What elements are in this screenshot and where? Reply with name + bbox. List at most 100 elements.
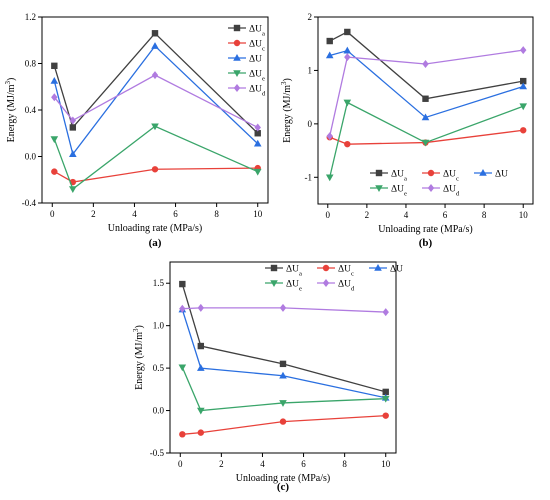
series-line-dUe xyxy=(53,125,258,191)
legend-marker-dU xyxy=(233,54,241,61)
legend-label-dUc: ΔUc xyxy=(249,40,265,53)
series-line-dUe xyxy=(329,101,524,178)
y-tick-label: 2 xyxy=(308,12,313,22)
data-point-dU xyxy=(50,76,59,84)
data-point-dUe xyxy=(343,99,352,107)
legend-label-dUd: ΔUd xyxy=(338,280,355,293)
legend-marker-dUe xyxy=(233,70,241,77)
legend-label-dUe: ΔUe xyxy=(249,70,265,83)
legend: ΔUa ΔUc ΔU ΔUe ΔUd xyxy=(228,25,266,97)
data-point-dUd xyxy=(344,53,351,62)
panel-label: (b) xyxy=(419,237,433,249)
y-tick-label: 1.5 xyxy=(153,278,165,288)
data-point-dU xyxy=(325,51,334,59)
y-tick-label: 1.0 xyxy=(153,321,165,331)
y-tick-label: 0 xyxy=(308,119,313,129)
legend-marker-dU xyxy=(374,264,382,271)
data-point-dUa xyxy=(69,124,77,131)
series-line-dU xyxy=(329,49,524,119)
legend-label-dU: ΔU xyxy=(390,265,403,275)
data-point-dUe xyxy=(151,123,159,131)
x-tick-label: 10 xyxy=(381,459,391,469)
data-point-dUa xyxy=(344,28,351,36)
series-line-dU xyxy=(53,45,259,156)
legend-label-dUa: ΔUa xyxy=(249,25,265,38)
legend-label-dUe: ΔUe xyxy=(391,185,407,198)
legend-label-dUd: ΔUd xyxy=(443,185,460,198)
legend-marker-dUa xyxy=(270,264,278,272)
data-point-dUc xyxy=(51,168,58,175)
data-point-dU xyxy=(197,364,205,371)
data-point-dUc xyxy=(197,429,205,436)
x-tick-label: 8 xyxy=(342,459,347,469)
legend-label-dU: ΔU xyxy=(495,170,508,180)
legend-marker-dUc xyxy=(322,264,330,272)
data-point-dUd xyxy=(279,303,287,312)
data-point-dU xyxy=(253,139,262,147)
x-tick-label: 4 xyxy=(132,209,137,219)
y-tick-label: 0.0 xyxy=(153,406,165,416)
x-tick-label: 4 xyxy=(404,210,409,220)
data-point-dUd xyxy=(179,304,186,313)
data-point-dU xyxy=(69,150,77,157)
y-tick-label: 0.8 xyxy=(25,59,37,69)
data-point-dUe xyxy=(50,136,59,144)
x-tick-label: 4 xyxy=(260,459,265,469)
series-line-dUd xyxy=(329,49,524,137)
legend-marker-dU xyxy=(479,169,487,176)
data-point-dUc xyxy=(179,431,186,438)
data-point-dUd xyxy=(151,71,159,80)
data-point-dUd xyxy=(197,303,205,312)
x-tick-label: 0 xyxy=(178,459,183,469)
data-point-dUc xyxy=(279,418,287,425)
x-tick-label: 8 xyxy=(214,209,219,219)
x-tick-label: 2 xyxy=(365,210,370,220)
legend-label-dUa: ΔUa xyxy=(286,265,302,278)
data-point-dUe xyxy=(69,186,77,194)
data-point-dUa xyxy=(51,62,58,70)
data-point-dUc xyxy=(151,166,159,173)
data-point-dU xyxy=(421,113,430,121)
data-point-dUa xyxy=(326,37,333,45)
legend-label-dUc: ΔUc xyxy=(443,170,459,183)
data-point-dUd xyxy=(422,60,429,69)
series-line-dUc xyxy=(182,414,386,435)
chart-panel-2: 0 2 4 6 8 10 -1 0 1 2 Unloading rate (MPa/s) Energy… xyxy=(280,12,534,249)
x-tick-label: 2 xyxy=(91,209,96,219)
legend-marker-dUc xyxy=(427,169,435,177)
data-point-dUd xyxy=(51,93,58,102)
data-point-dUe xyxy=(325,174,334,182)
x-axis-label: Unloading rate (MPa/s) xyxy=(378,224,472,235)
data-point-dUa xyxy=(151,30,159,37)
x-tick-label: 10 xyxy=(253,209,263,219)
legend-marker-dUd xyxy=(322,279,330,287)
legend-label-dUe: ΔUe xyxy=(286,280,302,293)
y-axis-label: Energy (MJ/m3) xyxy=(280,78,293,143)
series-line-dUa xyxy=(329,31,524,100)
chart-panel-3: 0 2 4 6 8 10 -0.5 0.0 0.5 1.0 1.5 Unloading rate (M… xyxy=(132,261,403,493)
data-point-dUa xyxy=(254,130,261,137)
data-point-dUd xyxy=(326,132,333,141)
data-point-dUe xyxy=(279,400,287,407)
data-point-dUa xyxy=(279,360,287,368)
y-tick-label: 1 xyxy=(308,65,313,75)
legend-marker-dUa xyxy=(375,169,383,177)
data-point-dU xyxy=(151,42,159,49)
x-axis-label: Unloading rate (MPa/s) xyxy=(236,473,330,484)
series-line-dUc xyxy=(54,167,258,183)
data-point-dUe xyxy=(197,407,205,415)
y-tick-label: 0.5 xyxy=(153,363,165,373)
legend-marker-dUc xyxy=(233,39,241,47)
x-tick-label: 0 xyxy=(326,210,331,220)
legend-marker-dUe xyxy=(375,185,383,192)
data-point-dUa xyxy=(422,95,429,102)
data-point-dUe xyxy=(421,139,430,147)
y-tick-label: 1.2 xyxy=(25,12,36,22)
legend-label-dUa: ΔUa xyxy=(391,170,407,183)
series-line-dUd xyxy=(53,74,259,129)
series-line-dUe xyxy=(181,367,386,412)
data-point-dU xyxy=(343,46,352,54)
data-point-dUa xyxy=(520,77,527,85)
data-point-dU xyxy=(519,82,528,90)
